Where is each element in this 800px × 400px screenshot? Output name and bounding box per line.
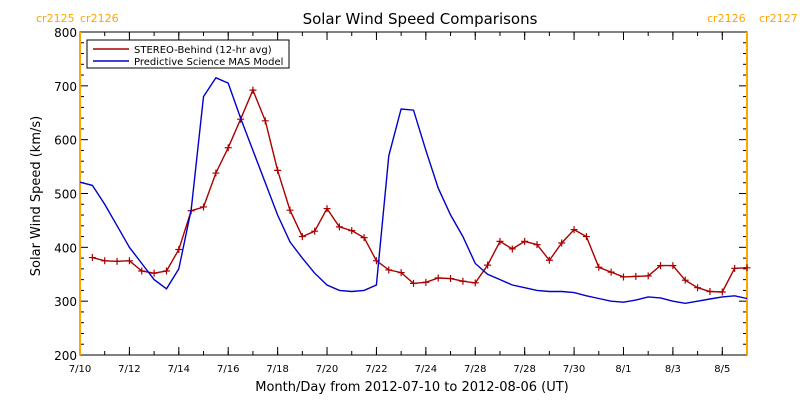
series-point bbox=[175, 245, 183, 253]
legend-label: Predictive Science MAS Model bbox=[134, 57, 283, 68]
x-tick-label: 8/5 bbox=[714, 364, 730, 375]
legend-label: STEREO-Behind (12-hr avg) bbox=[134, 45, 272, 56]
y-tick-label: 300 bbox=[54, 295, 77, 309]
series-point bbox=[249, 86, 257, 94]
series-point bbox=[434, 274, 442, 282]
series-point bbox=[162, 267, 170, 275]
series-point bbox=[521, 237, 529, 245]
series-point bbox=[706, 287, 714, 295]
series-group bbox=[79, 76, 751, 305]
x-tick-label: 7/30 bbox=[563, 364, 585, 375]
series-point bbox=[311, 227, 319, 235]
series-point bbox=[348, 227, 356, 235]
series-point bbox=[459, 277, 467, 285]
y-tick-label: 500 bbox=[54, 188, 77, 202]
series-point bbox=[731, 264, 739, 272]
x-axis: 7/10 7/12 7/14 7/16 7/18 7/20 7/22 7/24 7/28 7/28… bbox=[69, 32, 748, 375]
series-point bbox=[669, 262, 677, 270]
y-tick-label: 700 bbox=[54, 80, 77, 94]
x-tick-label: 8/3 bbox=[665, 364, 681, 375]
series-point bbox=[496, 237, 504, 245]
series-point bbox=[212, 169, 220, 177]
series-point bbox=[200, 203, 208, 211]
series-point bbox=[150, 269, 158, 277]
carrington-label: cr2126 bbox=[80, 12, 119, 25]
series-point bbox=[471, 279, 479, 287]
series-point bbox=[447, 275, 455, 283]
series-point bbox=[632, 272, 640, 280]
x-tick-label: 7/10 bbox=[69, 364, 91, 375]
series-point bbox=[743, 264, 751, 272]
series-point bbox=[88, 254, 96, 262]
series-point bbox=[261, 117, 269, 125]
series-point bbox=[607, 268, 615, 276]
series-point bbox=[619, 273, 627, 281]
series-point bbox=[125, 257, 133, 265]
series-point bbox=[582, 233, 590, 241]
series-point bbox=[101, 257, 109, 265]
series-point bbox=[397, 269, 405, 277]
y-axis-label: Solar Wind Speed (km/s) bbox=[29, 116, 44, 276]
series-point bbox=[644, 272, 652, 280]
series-point bbox=[274, 166, 282, 174]
series-point bbox=[484, 261, 492, 269]
series-point bbox=[422, 278, 430, 286]
y-tick-label: 400 bbox=[54, 241, 77, 255]
series-point bbox=[113, 257, 121, 265]
legend-box bbox=[86, 39, 290, 69]
legend: STEREO-Behind (12-hr avg)Predictive Scie… bbox=[86, 39, 290, 69]
series-point bbox=[385, 266, 393, 274]
x-axis-label: Month/Day from 2012-07-10 to 2012-08-06 … bbox=[255, 380, 568, 395]
x-tick-label: 7/12 bbox=[118, 364, 140, 375]
x-tick-label: 7/28 bbox=[513, 364, 535, 375]
series-point bbox=[570, 226, 578, 234]
series-point bbox=[323, 205, 331, 213]
x-tick-label: 8/1 bbox=[615, 364, 631, 375]
series-point bbox=[681, 276, 689, 284]
series-point bbox=[360, 234, 368, 242]
series-point bbox=[508, 245, 516, 253]
series-point bbox=[286, 206, 294, 214]
series-point bbox=[410, 279, 417, 287]
carrington-label: cr2126 bbox=[707, 12, 746, 25]
carrington-label: cr2127 bbox=[759, 12, 798, 25]
y-tick-label: 200 bbox=[54, 349, 77, 363]
series-point bbox=[694, 284, 702, 292]
x-tick-label: 7/22 bbox=[365, 364, 387, 375]
y-tick-label: 800 bbox=[54, 26, 77, 40]
y-tick-label: 600 bbox=[54, 134, 77, 148]
x-tick-label: 7/16 bbox=[217, 364, 239, 375]
series-point bbox=[533, 241, 541, 249]
series-point bbox=[224, 144, 232, 152]
series-point bbox=[545, 256, 553, 264]
carrington-label: cr2125 bbox=[36, 12, 75, 25]
chart-title: Solar Wind Speed Comparisons bbox=[303, 10, 538, 28]
x-tick-label: 7/18 bbox=[266, 364, 288, 375]
series-point bbox=[335, 223, 343, 231]
series-point bbox=[595, 263, 603, 271]
series-point bbox=[138, 267, 146, 275]
series-point bbox=[718, 288, 726, 296]
series-line-1 bbox=[79, 76, 748, 305]
series-point bbox=[657, 262, 665, 270]
x-tick-label: 7/14 bbox=[168, 364, 190, 375]
carrington-markers: cr2125 cr2126 cr2126 cr2127 bbox=[36, 12, 798, 355]
x-tick-label: 7/24 bbox=[415, 364, 437, 375]
series-point bbox=[558, 239, 566, 247]
series-point bbox=[298, 233, 306, 241]
x-tick-label: 7/28 bbox=[464, 364, 486, 375]
x-tick-label: 7/20 bbox=[316, 364, 338, 375]
